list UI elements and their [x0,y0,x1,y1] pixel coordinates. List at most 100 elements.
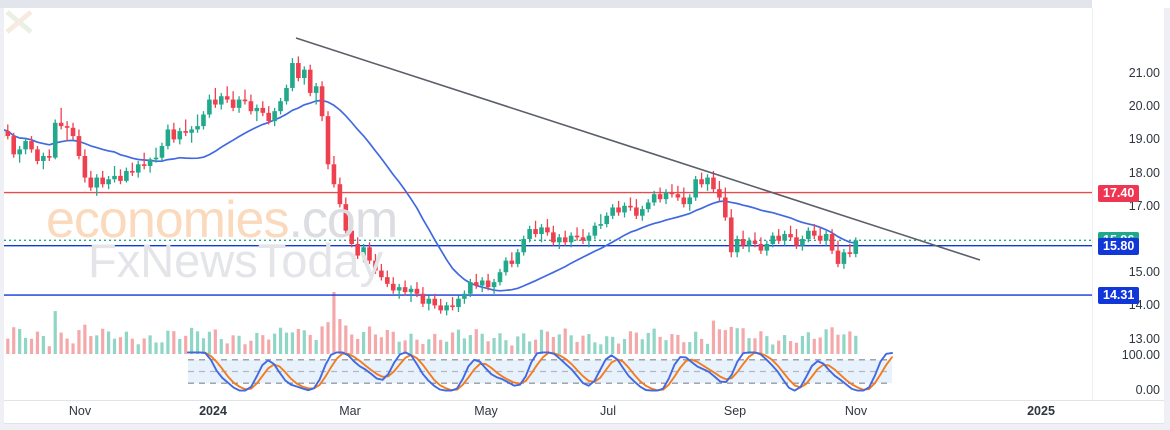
volume-bar [640,339,644,354]
candle-body [112,175,117,180]
price-plot-area[interactable]: economies.com FxNewsToday [4,9,1092,400]
volume-bar [658,336,662,354]
candle-body [242,99,248,102]
candle-body [438,305,443,311]
candle-body [687,197,693,205]
candle-body [201,114,206,127]
volume-bar [830,327,834,354]
candle-body [402,287,408,293]
price-axis[interactable]: 21.00 20.00 19.00 18.00 17.00 15.00 14.00 13.00… [1093,9,1164,400]
price-badge[interactable]: 14.31 [1098,287,1140,305]
candle-body [325,116,331,165]
volume-bar [314,340,318,354]
price-tick-label: 20.00 [1128,99,1160,114]
top-chrome-band [0,0,1092,8]
candle-body [64,126,70,128]
price-tick-label: 19.00 [1128,132,1160,147]
candle-body [135,164,141,173]
volume-bar [818,337,822,354]
candle-body [817,235,823,241]
candle-body [473,282,479,286]
volume-bar [700,338,704,354]
volume-bar [468,335,472,354]
volume-bar [350,334,354,354]
volume-bar [124,331,128,354]
candle-body [628,205,633,208]
candle-body [213,99,218,105]
volume-bar [652,328,656,354]
candle-body [622,205,627,213]
volume-bar [806,332,810,354]
price-tick-label: 15.00 [1128,265,1160,280]
candle-body [491,282,497,288]
volume-bar [89,336,93,354]
candle-body [444,305,449,311]
candle-body [829,234,835,251]
volume-bar [486,341,490,354]
candle-body [800,239,805,246]
candle-body [835,250,841,264]
price-badge[interactable]: 15.80 [1098,237,1140,255]
volume-bar [516,336,520,354]
volume-bar [735,328,739,354]
volume-bar [800,336,805,354]
candle-body [266,112,272,122]
volume-bar [284,332,289,354]
candle-body [307,69,313,93]
volume-bar [421,343,425,354]
candle-body [130,170,135,173]
candle-body [414,288,420,294]
volume-bar [255,332,259,354]
volume-bar [409,333,413,354]
candle-body [711,177,716,190]
candle-body [432,298,438,306]
candle-body [319,86,325,117]
candle-body [82,156,88,178]
volume-bar [711,320,716,354]
volume-bar [101,328,105,354]
candle-body [592,225,598,236]
volume-bar [456,329,461,354]
volume-bar [433,333,437,354]
price-badge[interactable]: 17.40 [1098,184,1140,202]
time-tick-label: 2025 [1027,404,1055,418]
candle-body [776,235,781,241]
candle-body [823,234,829,241]
volume-bar [616,343,621,354]
volume-bar [741,328,745,354]
volume-bar [587,334,591,354]
volume-bar [6,338,10,354]
candle-body [764,243,770,251]
candle-body [236,99,242,108]
candle-body [337,184,343,205]
candle-body [562,237,568,243]
candle-body [515,252,521,264]
stochastic-d-line [187,351,893,392]
volume-bar [136,344,140,354]
candle-body [539,227,544,235]
volume-bar [634,332,638,354]
candle-body [343,204,349,231]
candle-body [740,239,746,246]
volume-bar [723,330,727,354]
volume-bar [361,331,366,354]
candle-body [782,234,787,241]
candle-body [675,194,681,198]
volume-bar [83,324,87,354]
stochastic-k-line [187,351,893,392]
volume-bar [379,337,383,354]
candle-body [47,156,52,158]
candle-body [533,229,538,235]
candle-body [361,247,366,256]
candle-body [770,235,776,244]
volume-bar [18,328,22,354]
volume-bar [747,338,751,354]
candle-body [657,194,663,200]
volume-bar [35,331,40,354]
candle-body [503,260,509,273]
volume-bar [504,340,508,354]
candle-body [841,252,847,264]
right-edge [1164,8,1170,424]
candle-body [699,179,704,185]
